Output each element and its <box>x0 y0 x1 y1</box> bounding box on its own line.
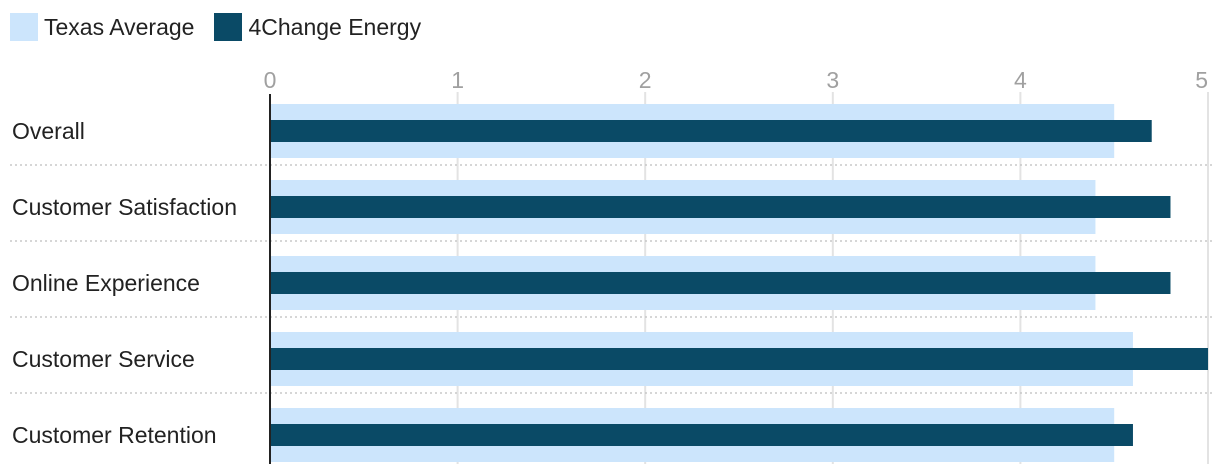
legend-label-4change-energy: 4Change Energy <box>248 13 422 40</box>
x-tick-label: 1 <box>451 67 464 93</box>
category-label: Overall <box>12 118 85 144</box>
bar-4change-energy <box>270 196 1171 218</box>
category-label: Customer Service <box>12 346 195 372</box>
bar-4change-energy <box>270 272 1171 294</box>
bar-4change-energy <box>270 120 1152 142</box>
legend-swatch-4change-energy <box>214 13 243 41</box>
legend-label-texas-average: Texas Average <box>44 13 195 40</box>
x-tick-label: 5 <box>1195 67 1208 93</box>
x-tick-label: 3 <box>826 67 839 93</box>
category-label: Customer Retention <box>12 422 217 448</box>
x-tick-label: 2 <box>639 67 652 93</box>
x-tick-label: 0 <box>264 67 277 93</box>
category-label: Online Experience <box>12 270 200 296</box>
legend: Texas Average 4Change Energy <box>10 12 441 42</box>
legend-swatch-texas-average <box>10 13 38 41</box>
bar-4change-energy <box>270 348 1208 370</box>
x-tick-label: 4 <box>1014 67 1027 93</box>
category-label: Customer Satisfaction <box>12 194 237 220</box>
legend-item-texas-average[interactable]: Texas Average <box>10 13 194 41</box>
legend-item-4change-energy[interactable]: 4Change Energy <box>214 13 421 41</box>
bar-4change-energy <box>270 424 1133 446</box>
